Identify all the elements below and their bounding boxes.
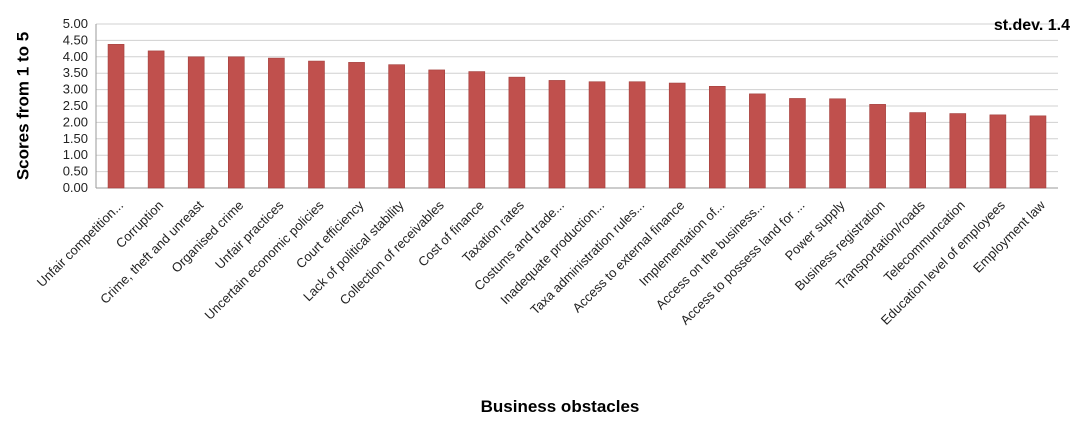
bar [308,60,325,189]
bar [628,81,646,189]
gridlines [95,23,1058,189]
bar [268,57,285,189]
bars [107,44,1047,189]
stdev-note: st.dev. 1.4 [994,17,1070,34]
bar [588,81,606,189]
y-tick-label: 4.00 [63,49,88,64]
bar [668,82,686,189]
y-tick-label: 3.00 [63,82,88,97]
x-tick-label: Unfair practices [212,197,287,272]
x-tick-label: Organised crime [168,198,246,276]
y-tick-label: 0.00 [63,180,88,195]
bar [829,98,846,189]
bar [348,62,365,189]
bar [789,98,806,189]
bar [428,69,446,189]
y-tick-labels: 0.000.50 1.001.50 2.002.503.00 3.504.00 4.50… [63,16,88,195]
bar [388,64,405,189]
y-tick-label: 2.00 [63,114,88,129]
bar [107,44,125,189]
y-tick-label: 0.50 [63,164,88,179]
bar [909,112,927,189]
y-tick-label: 3.50 [63,65,88,80]
y-tick-label: 4.50 [63,32,88,47]
bar [989,114,1007,189]
bar [708,86,726,189]
x-axis-title: Business obstacles [481,397,640,416]
bar [548,80,566,189]
x-tick-label: Unfair competition... [34,198,126,290]
bar [749,93,766,189]
bar [1029,115,1047,189]
bar [869,104,886,189]
bar [227,56,245,189]
y-axis-title: Scores from 1 to 5 [13,32,32,180]
x-tick-label: Employment law [970,197,1048,275]
bar [187,56,205,189]
y-tick-label: 1.00 [63,147,88,162]
y-tick-label: 5.00 [63,16,88,31]
y-tick-label: 2.50 [63,98,88,113]
bar [949,113,967,189]
bar [147,50,165,189]
bar [468,71,486,189]
bar [508,76,526,189]
y-tick-label: 1.50 [63,131,88,146]
